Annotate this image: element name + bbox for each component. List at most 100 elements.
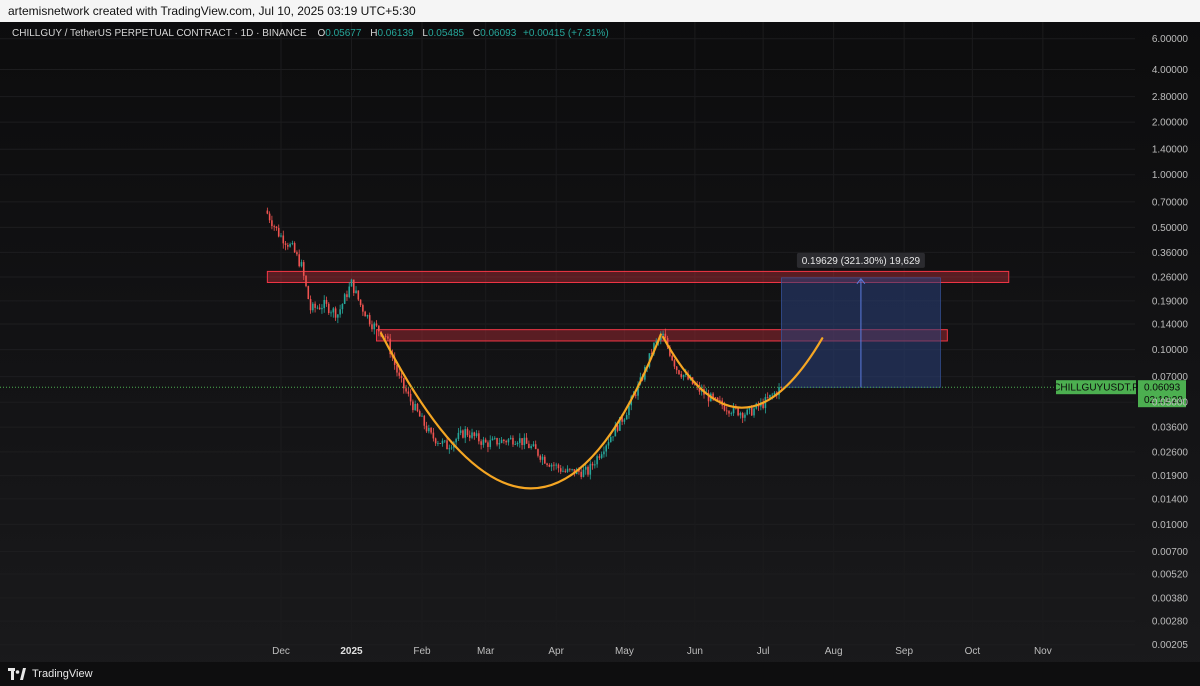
candle-body xyxy=(441,440,444,444)
time-tick-label: Dec xyxy=(272,646,290,657)
candle-body xyxy=(591,463,594,466)
candle-body xyxy=(291,243,294,244)
candle-body xyxy=(307,286,310,300)
candle-body xyxy=(393,357,396,365)
chart-grid xyxy=(0,22,1135,646)
candle-body xyxy=(516,442,519,445)
candle-body xyxy=(277,228,280,237)
candle-body xyxy=(600,454,603,458)
symbol-legend: CHILLGUY / TetherUS PERPETUAL CONTRACT ·… xyxy=(12,28,609,39)
candle-body xyxy=(268,213,271,221)
candle-body xyxy=(746,409,749,415)
measure-arrowhead-icon xyxy=(856,278,866,285)
tradingview-logo-icon xyxy=(8,668,26,680)
candle-body xyxy=(607,442,610,446)
candle-body xyxy=(443,440,446,442)
candle-body xyxy=(289,243,291,247)
candle-body xyxy=(432,432,435,439)
price-tag-value: 0.06093 xyxy=(1144,383,1181,394)
candle-body xyxy=(271,220,273,227)
close-value: 0.06093 xyxy=(480,28,517,39)
candle-body xyxy=(675,366,678,371)
candle-body xyxy=(518,438,521,443)
low-value: 0.05485 xyxy=(428,28,465,39)
candle-body xyxy=(544,456,546,464)
high-value: 0.06139 xyxy=(377,28,414,39)
candle-body xyxy=(673,360,676,367)
candle-body xyxy=(725,410,728,412)
candlesticks xyxy=(266,207,783,480)
candle-body xyxy=(282,235,285,244)
candle-body xyxy=(421,415,423,417)
candle-body xyxy=(762,402,764,409)
candle-body xyxy=(596,456,598,465)
candle-body xyxy=(582,469,585,477)
tradingview-brand[interactable]: TradingView xyxy=(8,662,93,686)
candle-body xyxy=(346,294,348,298)
candle-countdown: 02:10:28 xyxy=(1144,395,1183,406)
candle-body xyxy=(325,299,328,304)
candle-body xyxy=(744,414,746,418)
price-chart[interactable]: 0.19629 (321.30%) 19,629 CHILLGUYUSDT.P 0… xyxy=(0,22,1200,662)
cup-curve[interactable] xyxy=(661,335,824,409)
candle-body xyxy=(275,226,278,229)
candle-body xyxy=(471,432,473,438)
candle-body xyxy=(541,456,544,460)
candle-body xyxy=(680,374,683,378)
candle-body xyxy=(662,333,664,336)
candle-body xyxy=(312,303,314,311)
candle-body xyxy=(564,470,567,472)
candle-body xyxy=(298,254,300,267)
candle-body xyxy=(368,315,371,325)
candle-body xyxy=(373,323,376,330)
price-tick-label: 0.07000 xyxy=(1152,372,1189,383)
price-tick-label: 0.03600 xyxy=(1152,423,1189,434)
resistance-zone[interactable] xyxy=(376,329,948,342)
price-tag-bg[interactable] xyxy=(1138,380,1186,408)
candle-body xyxy=(589,463,592,475)
candle-body xyxy=(655,341,658,344)
resistance-zone[interactable] xyxy=(266,270,1010,283)
candle-body xyxy=(766,397,769,398)
candle-body xyxy=(555,464,557,466)
time-axis[interactable]: Dec 2025 Feb Mar Apr May Jun Jul Aug Sep Oct Nov xyxy=(272,646,1052,657)
candle-body xyxy=(534,444,537,450)
candle-body xyxy=(769,394,771,398)
price-tick-label: 0.50000 xyxy=(1152,223,1189,234)
price-tick-label: 0.70000 xyxy=(1152,197,1189,208)
candle-body xyxy=(430,427,432,433)
cup-curve[interactable] xyxy=(379,332,662,490)
candle-body xyxy=(473,432,476,436)
candle-body xyxy=(505,441,507,443)
price-tick-label: 0.02600 xyxy=(1152,447,1189,458)
candle-body xyxy=(619,416,621,431)
time-tick-label: Apr xyxy=(548,646,564,657)
candle-body xyxy=(284,243,287,245)
candle-body xyxy=(493,437,496,439)
candle-body xyxy=(614,425,617,437)
candle-body xyxy=(366,315,369,317)
candle-body xyxy=(334,308,337,318)
close-label: C xyxy=(473,28,480,39)
candle-body xyxy=(468,435,471,438)
time-tick-label: Oct xyxy=(965,646,981,657)
candle-body xyxy=(403,378,405,389)
candle-body xyxy=(719,400,721,401)
candle-body xyxy=(339,309,341,315)
low-label: L xyxy=(422,28,428,39)
price-axis[interactable]: 6.00000 4.00000 2.80000 2.00000 1.40000 1.000… xyxy=(1152,34,1189,651)
candle-body xyxy=(318,307,321,310)
candle-body xyxy=(562,470,564,472)
price-tick-label: 0.00700 xyxy=(1152,547,1189,558)
high-label: H xyxy=(370,28,377,39)
candle-body xyxy=(498,442,501,445)
candle-body xyxy=(459,430,462,433)
candle-body xyxy=(778,387,780,396)
price-tick-label: 1.00000 xyxy=(1152,170,1189,181)
candle-body xyxy=(273,226,275,227)
candle-body xyxy=(302,262,305,276)
candle-body xyxy=(475,433,478,436)
candle-body xyxy=(623,419,626,422)
candle-body xyxy=(314,303,316,308)
candle-body xyxy=(439,443,441,444)
